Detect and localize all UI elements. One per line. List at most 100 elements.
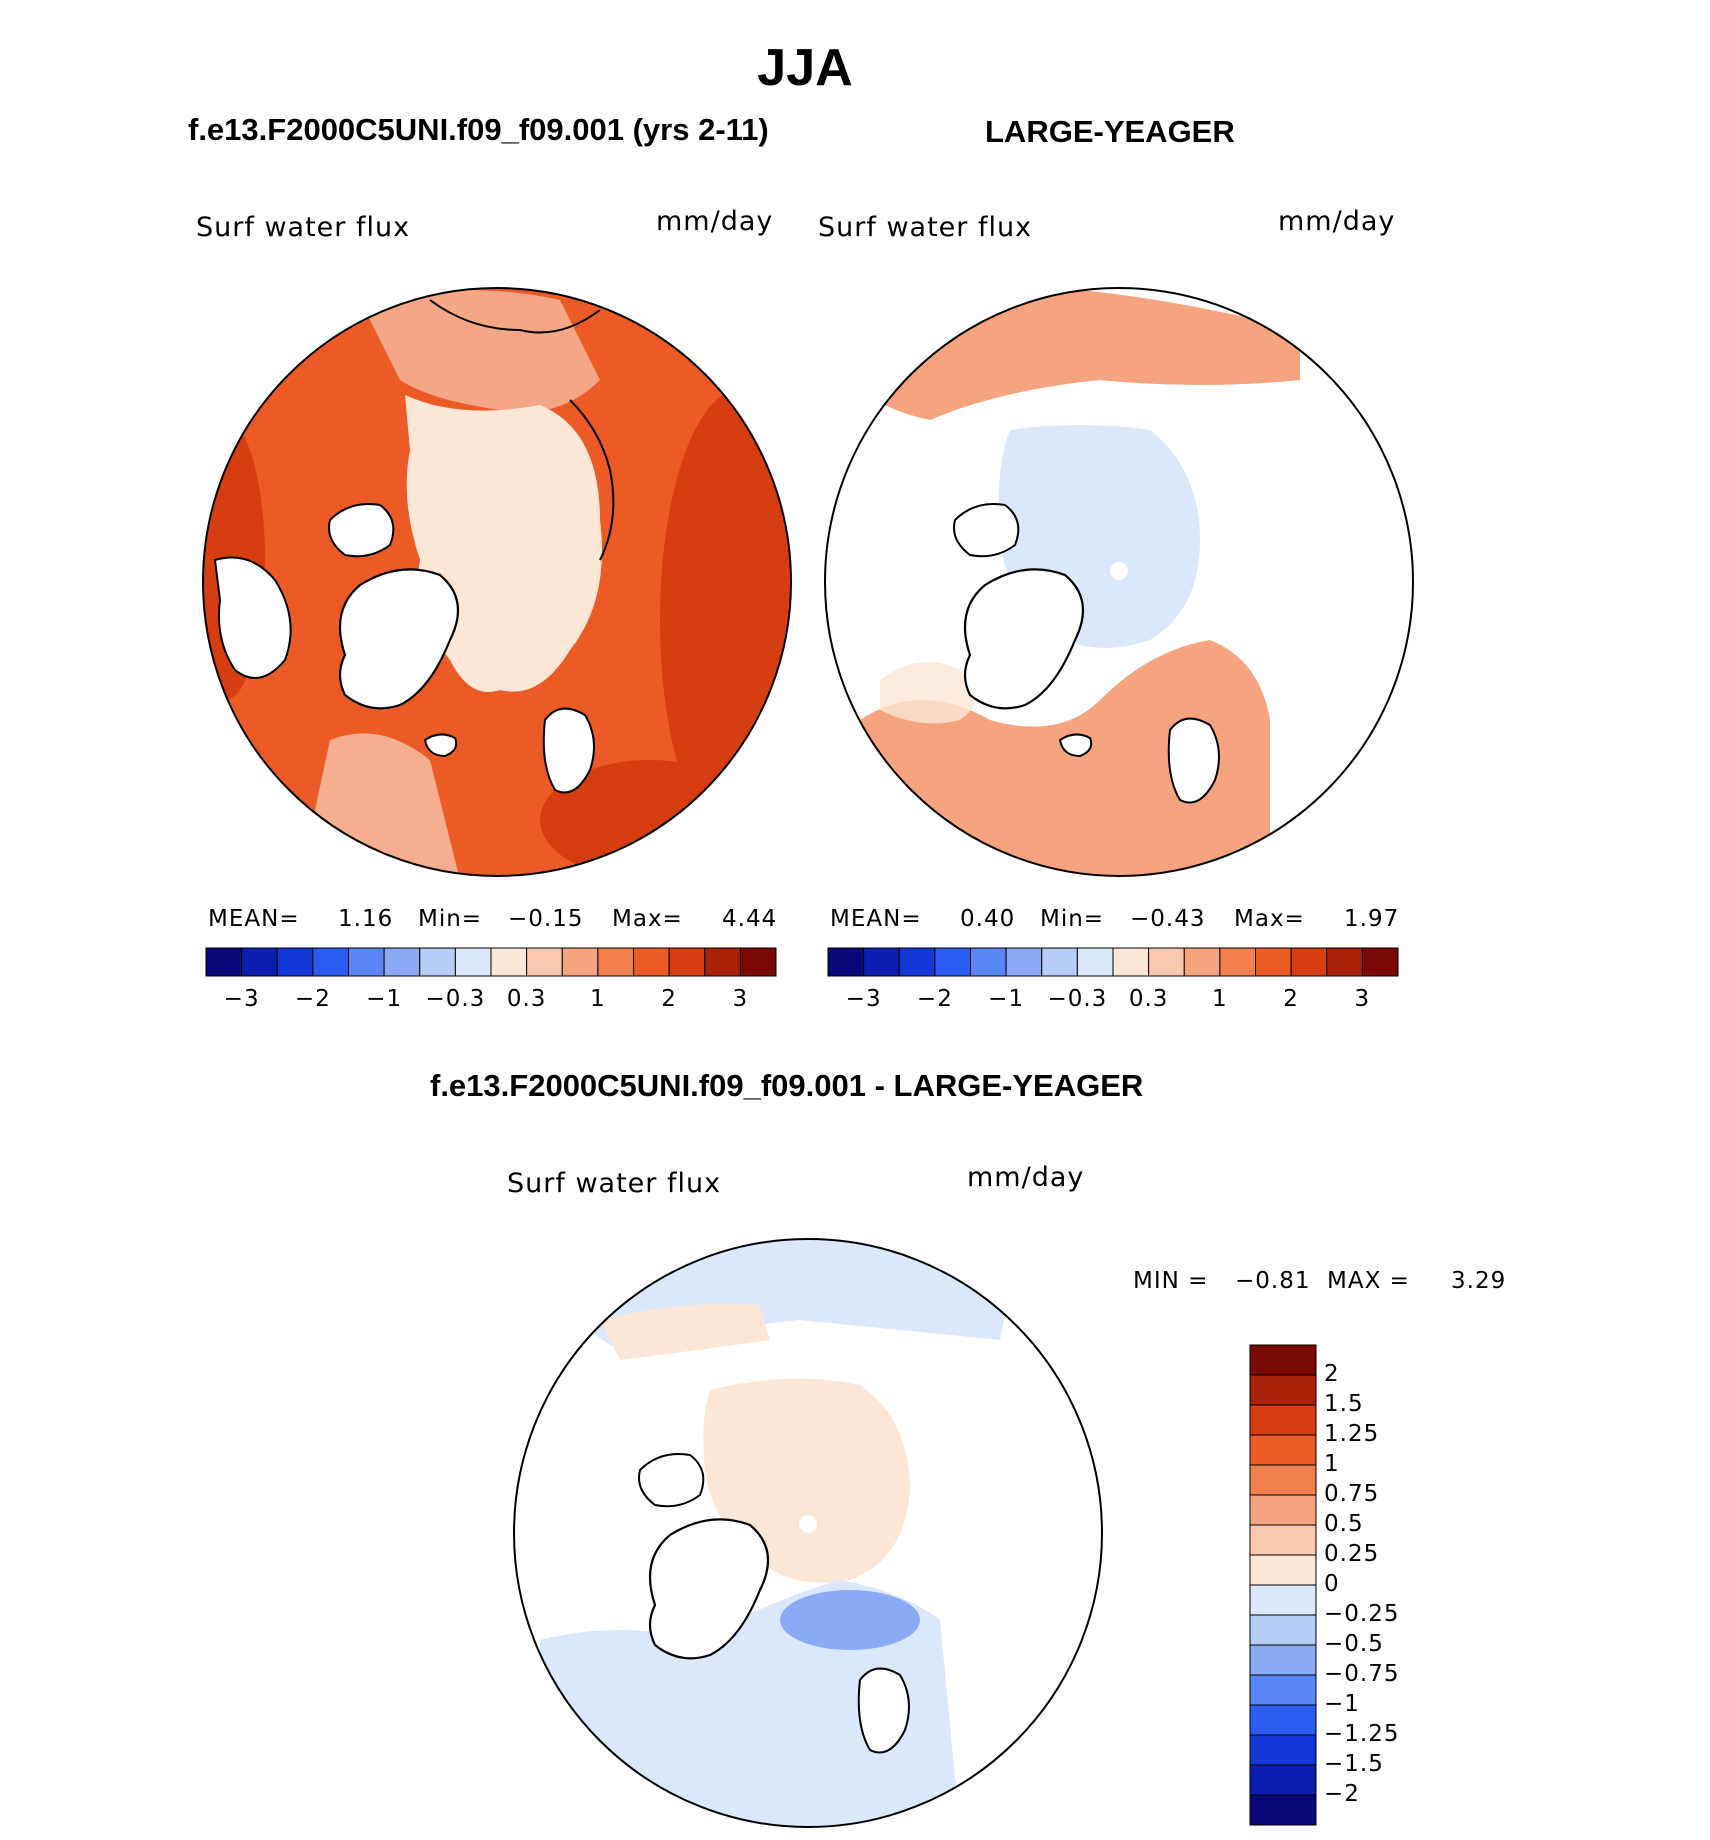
panel-model-map-border (202, 287, 792, 877)
colorbar-swatch (1249, 1494, 1317, 1526)
colorbar-tick-label: −1 (366, 986, 403, 1012)
colorbar-tick-label: −1.25 (1324, 1721, 1400, 1747)
panel-diff-map-border (513, 1238, 1103, 1828)
colorbar-swatch (1326, 947, 1363, 977)
panel-model-mean-value: 1.16 (338, 906, 394, 932)
colorbar-tick-label: 2 (1324, 1361, 1340, 1387)
diff-greenland (648, 1518, 770, 1660)
colorbar-tick-label: −0.3 (1047, 986, 1108, 1012)
colorbar-tick-label: 3 (1354, 986, 1371, 1012)
panel-obs-units-label: mm/day (1278, 206, 1396, 237)
colorbar-swatch (561, 947, 599, 977)
model-siberia-coast (429, 299, 615, 561)
colorbar-tick-label: 0 (1324, 1571, 1340, 1597)
colorbar-swatch (383, 947, 421, 977)
obs-canada-islands (953, 503, 1020, 558)
panel-model-max-label: Max= (612, 906, 683, 932)
colorbar-tick-label: 0.5 (1324, 1511, 1364, 1537)
colorbar-tick-label: 3 (732, 986, 749, 1012)
panel-obs-max-value: 1.97 (1344, 906, 1400, 932)
colorbar-swatch (1255, 947, 1292, 977)
panel-obs-min-value: −0.43 (1130, 906, 1206, 932)
colorbar-swatch (1249, 1674, 1317, 1706)
colorbar-swatch (241, 947, 278, 977)
colorbar-swatch (1249, 1404, 1317, 1436)
colorbar-swatch (668, 947, 706, 977)
obs-scandinavia (1167, 717, 1220, 804)
model-canada-islands (328, 503, 395, 558)
colorbar-swatch (1249, 1614, 1317, 1646)
colorbar-tick-label: 2 (661, 986, 677, 1012)
panel-diff-colorbar (1249, 1344, 1317, 1826)
panel-diff-min-label: MIN = (1133, 1268, 1209, 1294)
colorbar-swatch (1249, 1464, 1317, 1496)
colorbar-tick-label: 1.25 (1324, 1421, 1380, 1447)
colorbar-swatch (1361, 947, 1399, 977)
colorbar-swatch (1249, 1374, 1317, 1406)
panel-obs-mean-value: 0.40 (960, 906, 1016, 932)
colorbar-tick-label: −0.25 (1324, 1601, 1400, 1627)
colorbar-tick-label: −1 (1324, 1691, 1360, 1717)
panel-model-map (203, 288, 791, 876)
colorbar-tick-label: 0.3 (506, 986, 547, 1012)
colorbar-swatch (454, 947, 492, 977)
panel-model-case-title: f.e13.F2000C5UNI.f09_f09.001 (yrs 2-11) (188, 112, 769, 147)
colorbar-swatch (1290, 947, 1328, 977)
colorbar-swatch (1249, 1554, 1317, 1586)
panel-model-max-value: 4.44 (722, 906, 778, 932)
panel-obs-map-border (824, 287, 1414, 877)
panel-diff-case-title: f.e13.F2000C5UNI.f09_f09.001 - LARGE-YEA… (430, 1068, 1144, 1103)
colorbar-swatch (863, 947, 900, 977)
colorbar-swatch (633, 947, 670, 977)
diff-scandinavia (857, 1667, 910, 1754)
colorbar-tick-label: −0.5 (1324, 1631, 1384, 1657)
colorbar-tick-label: 0.3 (1128, 986, 1169, 1012)
colorbar-tick-label: −2 (294, 986, 331, 1012)
colorbar-tick-label: 2 (1283, 986, 1299, 1012)
panel-model-variable-label: Surf water flux (196, 212, 411, 243)
colorbar-swatch (934, 947, 971, 977)
panel-model-min-label: Min= (418, 906, 483, 932)
model-iceland (423, 733, 458, 758)
panel-obs-max-label: Max= (1234, 906, 1305, 932)
colorbar-swatch (348, 947, 385, 977)
colorbar-swatch (490, 947, 528, 977)
colorbar-swatch (597, 947, 634, 977)
panel-model-mean-label: MEAN= (208, 906, 300, 932)
panel-diff-units-label: mm/day (967, 1162, 1085, 1193)
colorbar-tick-label: −1.5 (1324, 1751, 1384, 1777)
diff-pole-hole (799, 1515, 817, 1533)
panel-model-min-value: −0.15 (508, 906, 584, 932)
colorbar-tick-label: 1 (1324, 1451, 1340, 1477)
model-hudson-land (213, 556, 292, 679)
colorbar-tick-label: −2 (916, 986, 953, 1012)
panel-diff-min-value: −0.81 (1235, 1268, 1311, 1294)
colorbar-tick-label: −2 (1324, 1781, 1360, 1807)
panel-diff-map (514, 1239, 1102, 1827)
panel-obs-variable-label: Surf water flux (818, 212, 1033, 243)
model-scandinavia (542, 707, 595, 794)
colorbar-tick-label: −3 (223, 986, 260, 1012)
obs-iceland (1058, 733, 1093, 758)
colorbar-swatch (526, 947, 563, 977)
diff-pacific-coast (600, 1304, 770, 1360)
model-greenland (338, 568, 460, 710)
panel-obs-min-label: Min= (1040, 906, 1105, 932)
colorbar-swatch (1249, 1704, 1317, 1736)
panel-diff-max-value: 3.29 (1451, 1268, 1507, 1294)
panel-model-units-label: mm/day (656, 206, 774, 237)
obs-atlantic-pale (880, 662, 975, 724)
colorbar-swatch (1041, 947, 1078, 977)
panel-obs-case-title: LARGE-YEAGER (985, 114, 1235, 149)
obs-pole-hole (1110, 562, 1128, 580)
colorbar-tick-label: 1 (590, 986, 606, 1012)
panel-obs-colorbar (827, 947, 1399, 977)
diff-canada-islands (638, 1453, 705, 1508)
colorbar-swatch (1249, 1524, 1317, 1556)
colorbar-swatch (1249, 1734, 1317, 1766)
colorbar-tick-label: 1.5 (1324, 1391, 1364, 1417)
model-shelf-north (360, 290, 600, 412)
panel-diff-max-label: MAX = (1327, 1268, 1410, 1294)
colorbar-swatch (1249, 1644, 1317, 1676)
